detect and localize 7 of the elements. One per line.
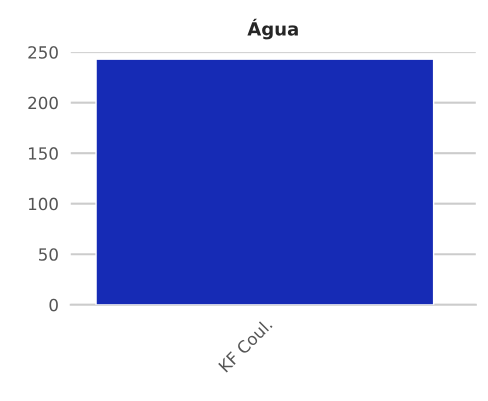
y-tick-label: 0 (49, 298, 58, 312)
y-tick-label: 150 (28, 147, 58, 160)
y-tick-label: 250 (28, 46, 58, 59)
y-tick-label: 200 (28, 96, 58, 110)
chart-title: Água (247, 18, 298, 40)
y-tick-label: 100 (28, 198, 58, 210)
y-tick-label: 50 (39, 248, 58, 261)
